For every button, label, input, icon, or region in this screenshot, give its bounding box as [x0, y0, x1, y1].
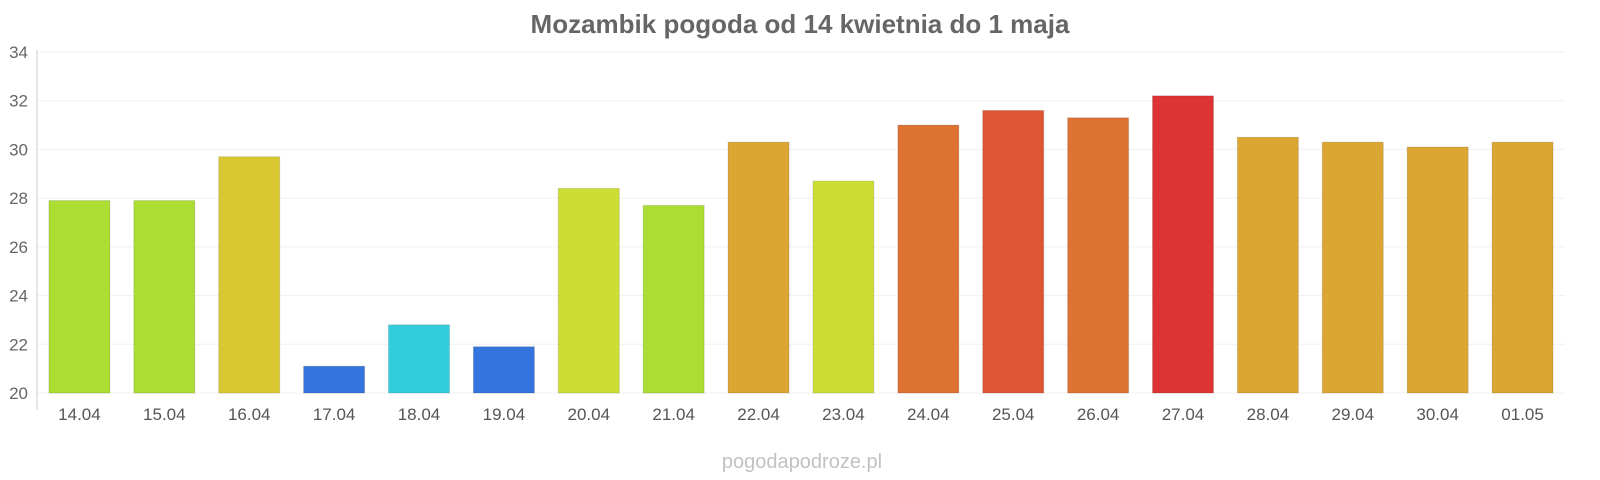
y-tick-label: 26 — [9, 238, 28, 257]
source-label: pogodapodroze.pl — [722, 451, 882, 473]
bar-25.04 — [982, 109, 1045, 394]
x-tick-label: 24.04 — [907, 405, 950, 424]
x-tick-label: 26.04 — [1077, 405, 1120, 424]
x-tick-label: 22.04 — [737, 405, 780, 424]
x-tick-label: 18.04 — [398, 405, 441, 424]
x-tick-label: 25.04 — [992, 405, 1035, 424]
x-tick-label: 14.04 — [58, 405, 101, 424]
bar-17.04 — [303, 365, 366, 394]
x-tick-label: 27.04 — [1162, 405, 1205, 424]
x-tick-label: 20.04 — [568, 405, 611, 424]
y-tick-label: 30 — [9, 140, 28, 159]
y-tick-label: 34 — [9, 43, 28, 62]
bar-28.04 — [1236, 136, 1299, 394]
x-tick-label: 30.04 — [1416, 405, 1459, 424]
y-tick-label: 28 — [9, 189, 28, 208]
x-tick-label: 28.04 — [1247, 405, 1290, 424]
bars — [48, 95, 1554, 394]
y-axis-ticks: 20 22 24 26 28 30 32 34 — [9, 43, 28, 403]
x-tick-label: 21.04 — [652, 405, 695, 424]
bar-16.04 — [218, 156, 281, 394]
bar-27.04 — [1152, 95, 1214, 394]
x-tick-label: 01.05 — [1501, 405, 1544, 424]
bar-15.04 — [133, 200, 196, 394]
bar-19.04 — [472, 346, 535, 394]
bar-21.04 — [642, 204, 705, 394]
bar-23.04 — [812, 180, 875, 394]
bar-26.04 — [1067, 117, 1130, 394]
bar-14.04 — [48, 200, 111, 394]
bar-20.04 — [557, 187, 620, 394]
chart-title: Mozambik pogoda od 14 kwietnia do 1 maja — [531, 9, 1070, 39]
bar-22.04 — [727, 141, 790, 394]
y-tick-label: 24 — [9, 287, 28, 306]
bar-01.05 — [1491, 141, 1554, 394]
y-tick-label: 20 — [9, 384, 28, 403]
bar-30.04 — [1406, 146, 1469, 394]
bar-29.04 — [1321, 141, 1384, 394]
bar-24.04 — [897, 124, 960, 394]
x-tick-label: 16.04 — [228, 405, 271, 424]
y-tick-label: 32 — [9, 92, 28, 111]
x-tick-label: 19.04 — [483, 405, 526, 424]
x-tick-label: 23.04 — [822, 405, 865, 424]
grid-lines — [37, 51, 1565, 394]
x-tick-label: 15.04 — [143, 405, 186, 424]
x-axis-ticks: 14.04 15.04 16.04 17.04 18.04 19.04 20.04 21.04… — [58, 405, 1544, 424]
y-tick-label: 22 — [9, 335, 28, 354]
x-tick-label: 17.04 — [313, 405, 356, 424]
x-tick-label: 29.04 — [1332, 405, 1375, 424]
bar-18.04 — [388, 324, 450, 394]
